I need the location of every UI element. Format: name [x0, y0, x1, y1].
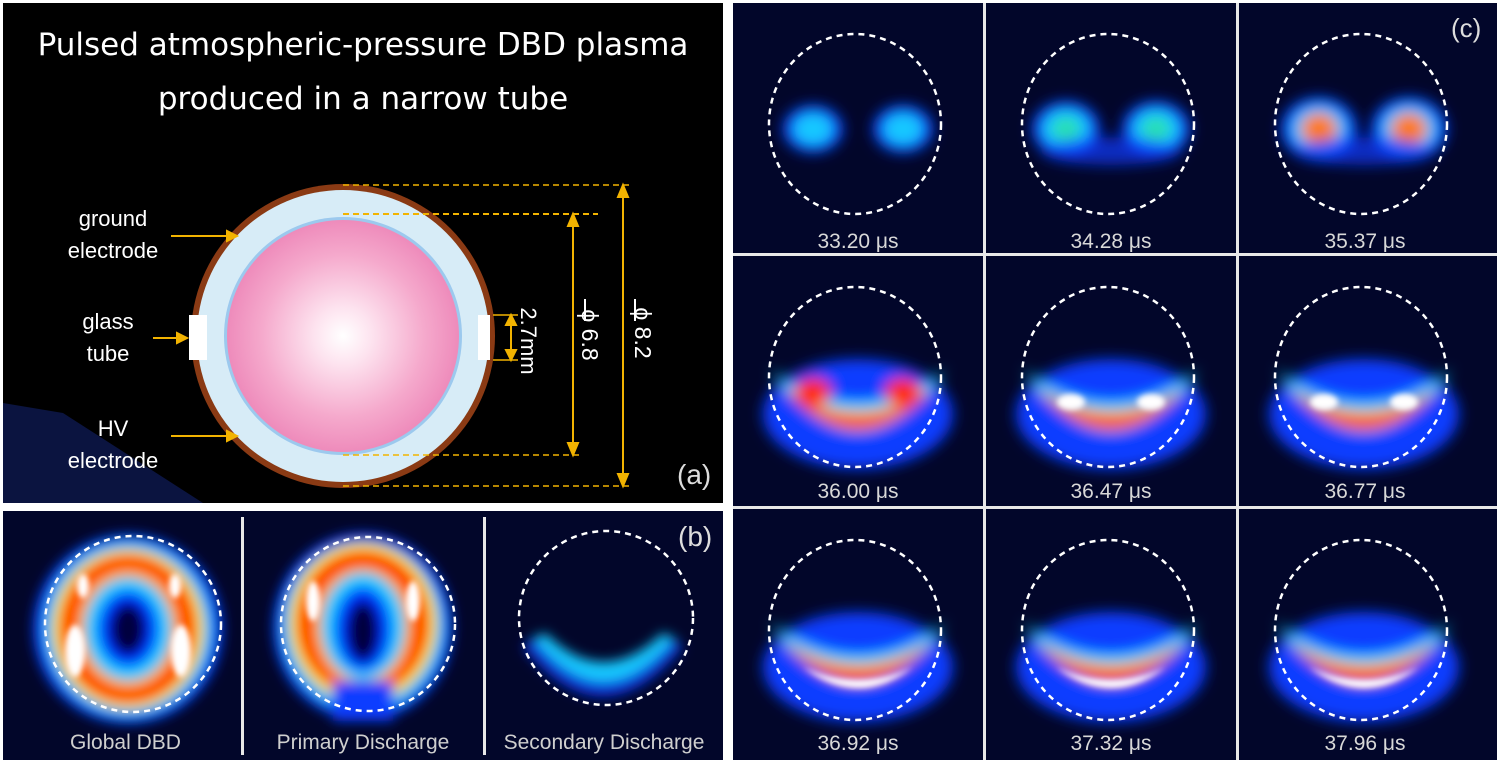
discharge-frame-5 [1016, 285, 1206, 469]
caption-secondary-discharge: Secondary Discharge [503, 731, 705, 754]
ground-electrode-label: ground electrode [67, 206, 159, 263]
global-dbd-image [33, 534, 223, 724]
glass-tube-label: glass tube [82, 309, 134, 366]
timestamp-5: 36.47 μs [1070, 480, 1152, 503]
left-gap-spacer [189, 315, 207, 360]
discharge-frame-3 [1273, 32, 1449, 216]
timestamp-1: 33.20 μs [817, 230, 899, 253]
timestamp-4: 36.00 μs [817, 480, 899, 503]
discharge-frame-4 [763, 285, 953, 469]
discharge-frame-8 [1016, 538, 1206, 722]
timestamp-8: 37.32 μs [1070, 732, 1152, 755]
discharge-comparison-panel: Global DBD Primary Discharge Secondary D… [3, 511, 723, 760]
inner-diameter-label: ϕ 6.8 [577, 309, 603, 361]
timestamp-3: 35.37 μs [1324, 230, 1406, 253]
right-gap-spacer [478, 315, 490, 360]
caption-global-dbd: Global DBD [70, 731, 181, 754]
secondary-discharge-image [523, 633, 683, 697]
timestamp-6: 36.77 μs [1324, 480, 1406, 503]
timestamp-7: 36.92 μs [817, 732, 899, 755]
schematic-panel: Pulsed atmospheric-pressure DBD plasma p… [3, 3, 723, 503]
panel-b-letter: (b) [678, 521, 713, 552]
tube-cross-section-diagram [3, 182, 636, 503]
outer-diameter-label: ϕ 8.2 [630, 307, 656, 359]
title-line-1: Pulsed atmospheric-pressure DBD plasma [37, 27, 689, 63]
discharge-frame-7 [763, 538, 953, 722]
discharge-frame-9 [1269, 538, 1459, 722]
discharge-frame-1 [767, 32, 943, 216]
gap-dimension-label: 2.7mm [516, 307, 541, 375]
caption-primary-discharge: Primary Discharge [276, 731, 450, 754]
title-line-2: produced in a narrow tube [157, 81, 569, 117]
discharge-frame-6 [1269, 285, 1459, 469]
time-sequence-panel: 33.20 μs 34.28 μs 35.37 μs 36.00 μs 36.4… [733, 3, 1497, 760]
discharge-frame-2 [1020, 32, 1196, 216]
panel-c-letter: (c) [1451, 13, 1482, 43]
timestamp-2: 34.28 μs [1070, 230, 1152, 253]
timestamp-9: 37.96 μs [1324, 732, 1406, 755]
hv-electrode-label: HV electrode [67, 416, 159, 473]
plasma-region [227, 220, 459, 452]
primary-discharge-image [273, 533, 453, 721]
panel-a-letter: (a) [677, 459, 712, 490]
